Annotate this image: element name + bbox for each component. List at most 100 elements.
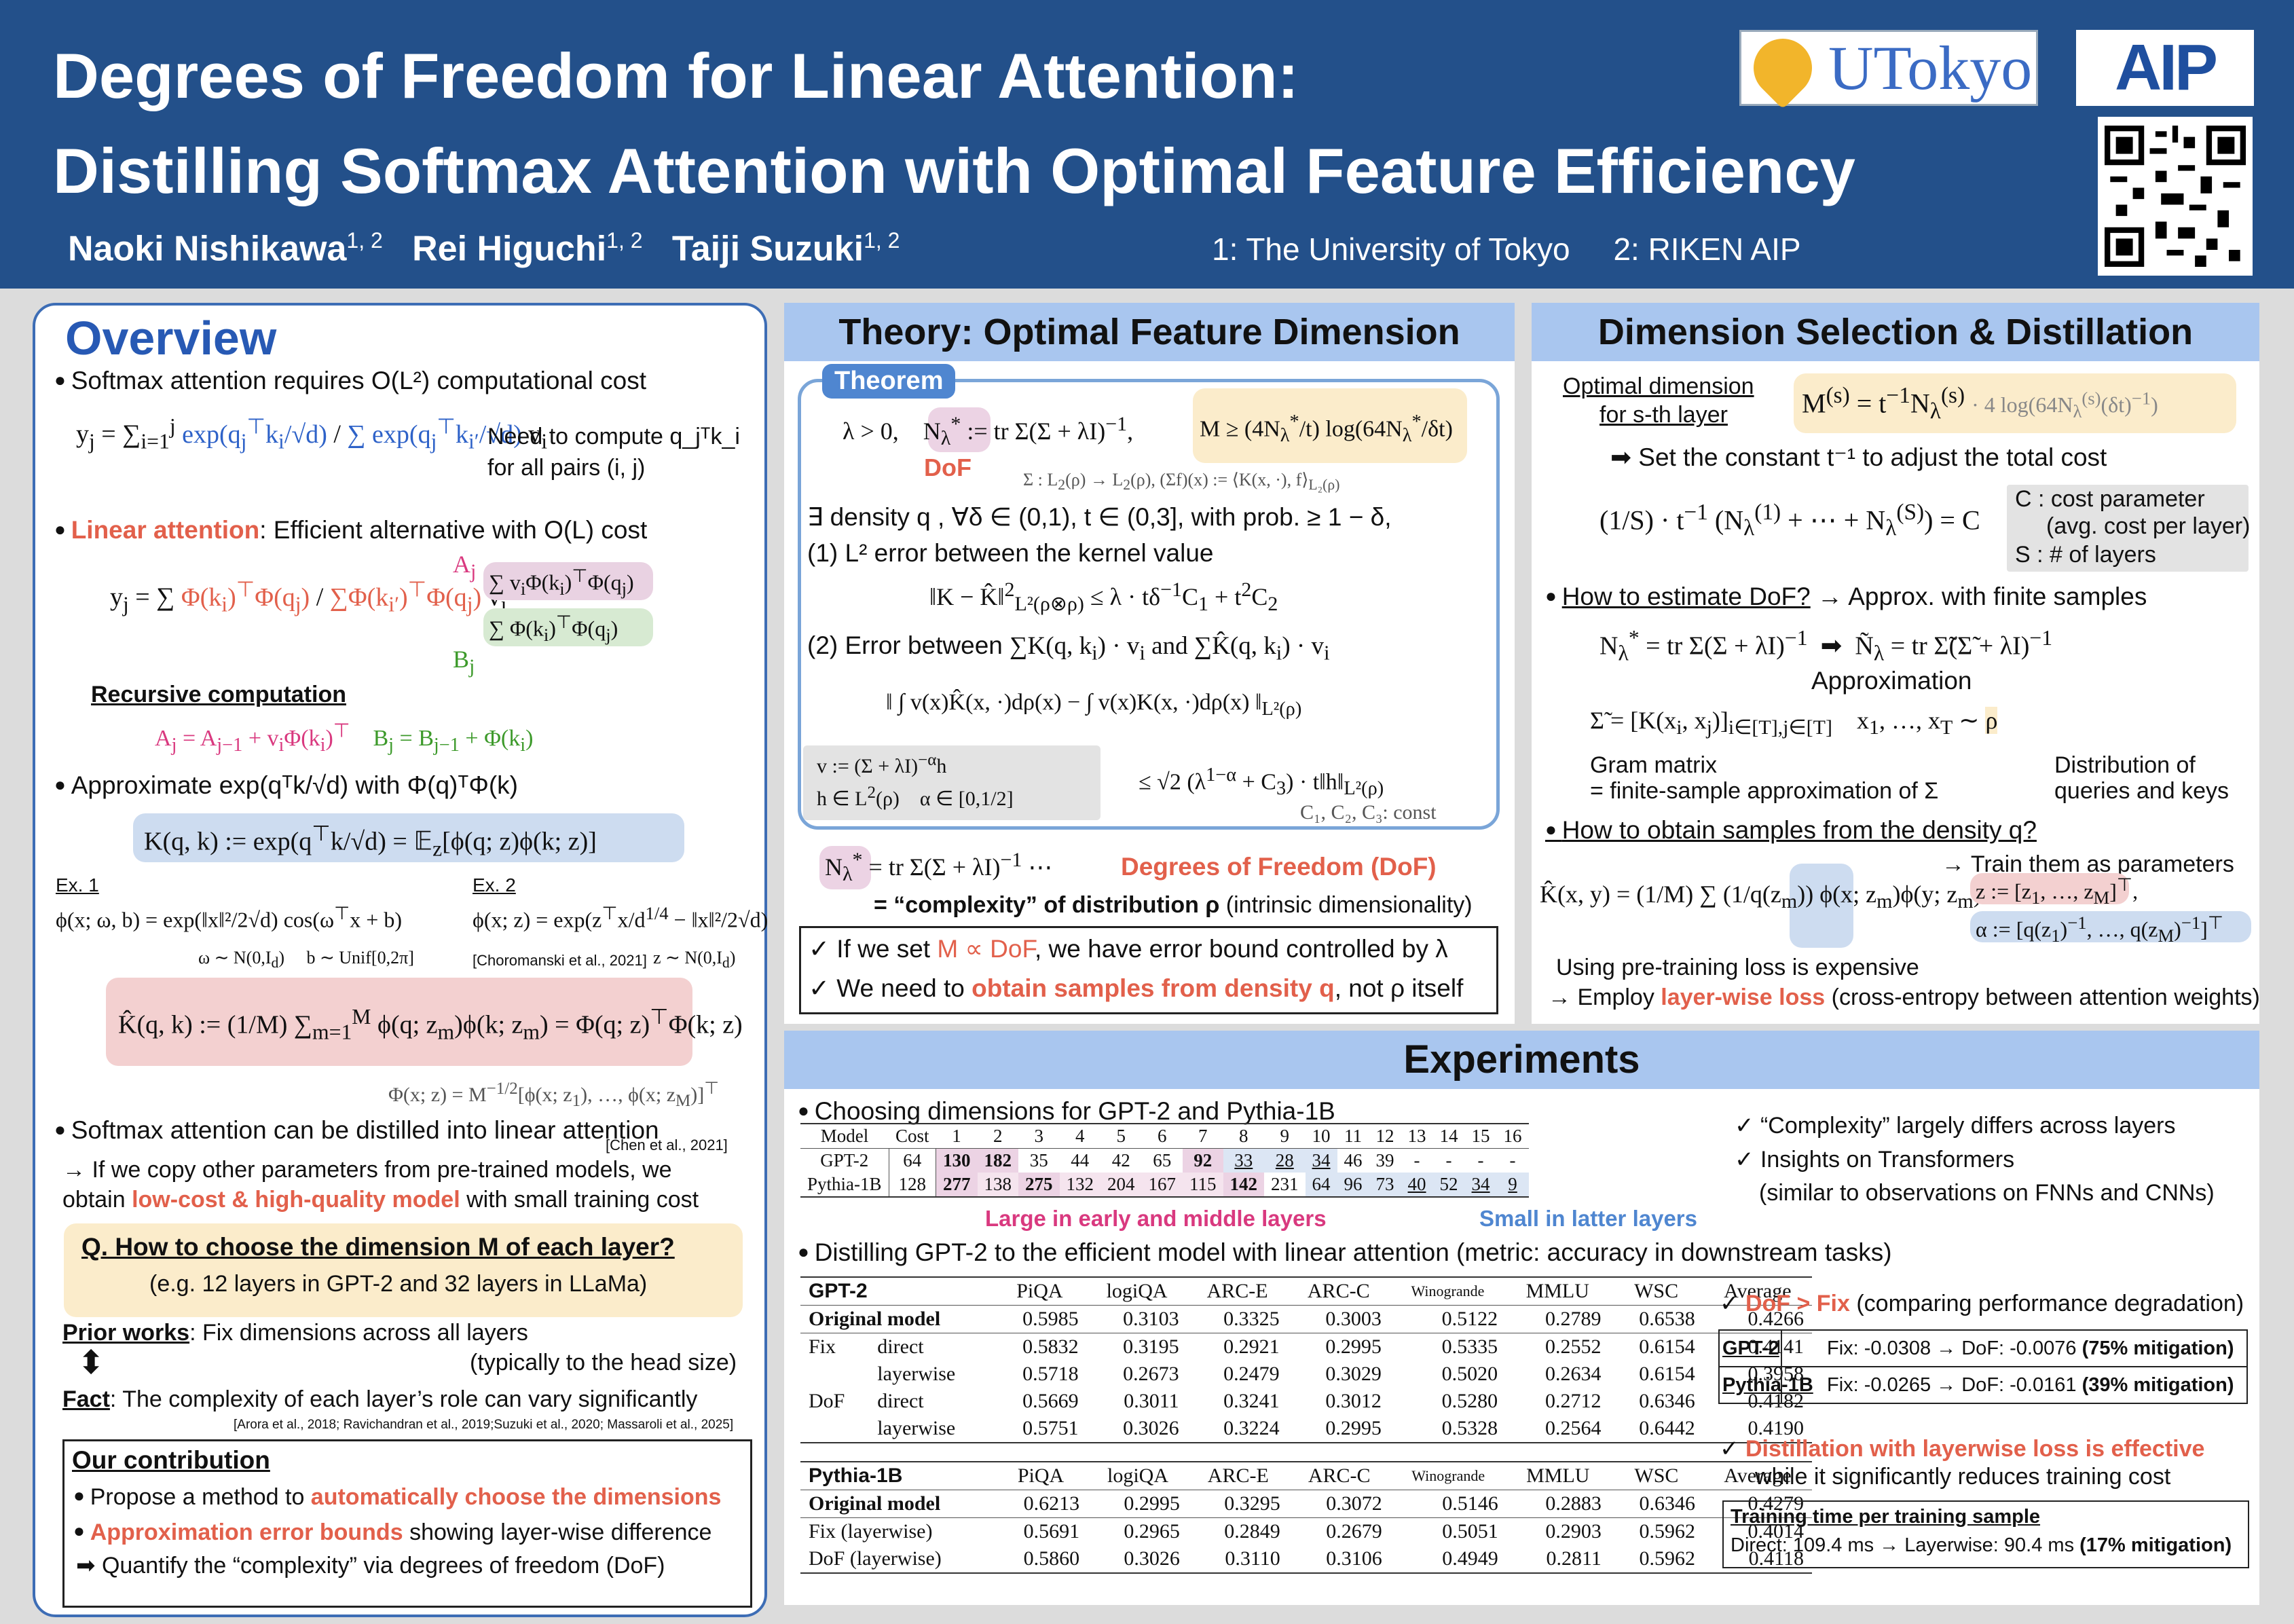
pythia-results-table: Pythia-1B PiQA logiQA ARC-E ARC-C Winogrande M… (800, 1461, 1812, 1574)
dof-fix-text: (comparing performance degradation) (1849, 1291, 2244, 1316)
table-model-name: GPT-2 (800, 1277, 993, 1306)
theory-title: Theory: Optimal Feature Dimension (784, 303, 1515, 361)
table-cell: 34 (1464, 1173, 1497, 1197)
mit-model: Pythia-1B (1722, 1374, 1813, 1396)
table-cell: 0.2995 (1287, 1333, 1390, 1361)
author-name: Rei Higuchi (412, 229, 607, 269)
table-cell: DoF (layerwise) (809, 1547, 942, 1570)
qr-code[interactable] (2098, 117, 2253, 276)
fact-label: Fact (62, 1386, 110, 1412)
gram-formula: Σ̃ = [K(xi, xj)]i∈[T],j∈[T] x1, …, xT ∼ … (1590, 707, 1998, 739)
distill-highlight: low-cost & high-quality model (132, 1187, 460, 1213)
table-cell: - (1509, 1150, 1516, 1170)
updown-arrow-icon: ⬍ (77, 1345, 105, 1381)
gram-label-1: Gram matrix (1590, 752, 1717, 778)
table-cell: 0.5146 (1442, 1492, 1498, 1515)
prior-text: : Fix dimensions across all layers (189, 1320, 528, 1346)
employ-highlight: layer-wise loss (1661, 984, 1826, 1010)
table-header-cell: PiQA (993, 1277, 1087, 1306)
table-row: layerwise 0.5751 0.3026 0.3224 0.2995 0.5328 0… (800, 1415, 1812, 1443)
table-cell: 0.2921 (1187, 1333, 1288, 1361)
contribution-3: ➡ Quantify the “complexity” via degrees … (76, 1552, 665, 1579)
table-cell: Original model (809, 1308, 941, 1330)
table-cell: 0.2811 (1546, 1547, 1602, 1570)
table-cell: 0.2789 (1544, 1308, 1602, 1330)
table-cell: 0.6154 (1609, 1333, 1703, 1361)
recursive-formula: Aj = Aj−1 + viΦ(ki)⊤ Bj = Bj−1 + Φ(ki) (155, 721, 534, 756)
table-cell: 0.3325 (1223, 1308, 1280, 1330)
table-header-cell: logiQA (1088, 1462, 1188, 1490)
v-def: v := (Σ + λI)−αh (817, 751, 947, 777)
table-cell: 0.3106 (1326, 1547, 1382, 1570)
pretrain-note: Using pre-training loss is expensive (1556, 955, 1919, 980)
distill-line2: → If we copy other parameters from pre-t… (62, 1157, 672, 1183)
ginkgo-icon (1741, 26, 1824, 109)
table-cell: 0.4949 (1442, 1547, 1498, 1570)
table-cell: 6 (1141, 1124, 1183, 1149)
ex1-label: Ex. 1 (56, 874, 99, 896)
chk1-text: If we set (836, 935, 938, 963)
table-cell: 167 (1141, 1173, 1183, 1197)
table-cell: 0.2712 (1544, 1390, 1602, 1412)
question-sub: (e.g. 12 layers in GPT-2 and 32 layers i… (149, 1271, 648, 1297)
linear-attention-desc: : Efficient alternative with O(L) cost (259, 516, 648, 544)
table-cell: 0.5691 (993, 1517, 1088, 1545)
table-row: Fix direct 0.5832 0.3195 0.2921 0.2995 0.5335 0… (800, 1333, 1812, 1361)
table-cell: 0.2564 (1544, 1417, 1602, 1439)
dof-highlight (928, 407, 991, 452)
question-box (64, 1223, 743, 1317)
table-cell: 9 (1264, 1124, 1306, 1149)
table-cell: 0.2479 (1223, 1363, 1280, 1385)
m-bound: M ≥ (4Nλ*/t) log(64Nλ*/δt) (1200, 411, 1453, 447)
table-cell: GPT-2 (800, 1148, 889, 1173)
khat-formula: K̂(x, y) = (1/M) ∑ (1/q(zm)) ϕ(x; zm)ϕ(y… (1540, 881, 1982, 913)
dof-meaning: = “complexity” of distribution ρ (intrin… (874, 892, 1473, 919)
author-aff: 1, 2 (864, 228, 900, 253)
q-highlight (1790, 864, 1853, 948)
table-row: Original model 0.6213 0.2995 0.3295 0.3072 0.… (800, 1490, 1812, 1518)
table-cell: 4 (1059, 1124, 1101, 1149)
affiliations: 1: The University of Tokyo 2: RIKEN AIP (1212, 232, 1801, 267)
table-cell: 115 (1183, 1173, 1223, 1197)
table-cell: 96 (1337, 1173, 1369, 1197)
table-cell: 0.2679 (1288, 1517, 1390, 1545)
table-row: DoF (layerwise) 0.5860 0.3026 0.3110 0.3106 0… (800, 1545, 1812, 1573)
aip-logo: AIP (2076, 30, 2254, 106)
c1-text: Propose a method to (90, 1484, 311, 1510)
table-cell: 0.3026 (1123, 1417, 1179, 1439)
how-dof-q: How to estimate DoF? (1561, 583, 1811, 610)
chk1-highlight: M ∝ DoF (937, 935, 1035, 963)
aj-box (483, 562, 653, 600)
qr-code-icon (2105, 126, 2246, 267)
table-header-cell: Average (1703, 1462, 1812, 1490)
c1-highlight: automatically choose the dimensions (310, 1484, 722, 1510)
table-row: DoF direct 0.5669 0.3011 0.3241 0.3012 0.5280 0… (800, 1388, 1812, 1415)
table-cell: 204 (1100, 1173, 1142, 1197)
table-cell: 64 (1305, 1173, 1337, 1197)
dof-vs-fix: DoF > Fix (comparing performance degrada… (1720, 1290, 2244, 1317)
table-row: GPT-2 64 130 182 35 44 42 65 92 33 28 34 46 39- - - - (800, 1148, 1529, 1173)
table-cell: 11 (1337, 1124, 1369, 1149)
dof-name: Degrees of Freedom (DoF) (1121, 853, 1437, 881)
how-dof-a: → Approx. with finite samples (1817, 583, 2147, 610)
table-cell: 7 (1183, 1124, 1223, 1149)
bj-box (483, 608, 653, 646)
table-row: layerwise 0.5718 0.2673 0.2479 0.3029 0.5020 0… (800, 1361, 1812, 1388)
part-2: (2) Error between ∑K(q, ki) · vi and ∑K̂… (807, 631, 1330, 665)
distill-line3: obtain low-cost & high-quality model wit… (62, 1187, 699, 1213)
theorem-tag: Theorem (822, 364, 956, 399)
table-header-cell: Winogrande (1389, 1277, 1506, 1306)
author-aff: 1, 2 (606, 228, 643, 253)
table-cell: 0.3003 (1325, 1308, 1382, 1330)
theory-panel: Theory: Optimal Feature Dimension Theore… (784, 303, 1515, 1024)
table-cell: 39 (1375, 1150, 1394, 1170)
table-header-cell: WSC (1609, 1462, 1703, 1490)
ex2-dist: z ∼ N(0,Id) (653, 948, 736, 972)
s-layers: S : # of layers (2015, 542, 2156, 568)
consequence-box (799, 926, 1498, 1014)
fact-refs: [Arora et al., 2018; Ravichandran et al.… (234, 1418, 734, 1432)
part-1: (1) L² error between the kernel value (807, 539, 1214, 567)
mit-pythia: Fix: -0.0265 → DoF: -0.0161 (39% mitigat… (1827, 1374, 2234, 1397)
table-header-cell: ARC-C (1287, 1277, 1390, 1306)
z-box (1970, 873, 2129, 904)
